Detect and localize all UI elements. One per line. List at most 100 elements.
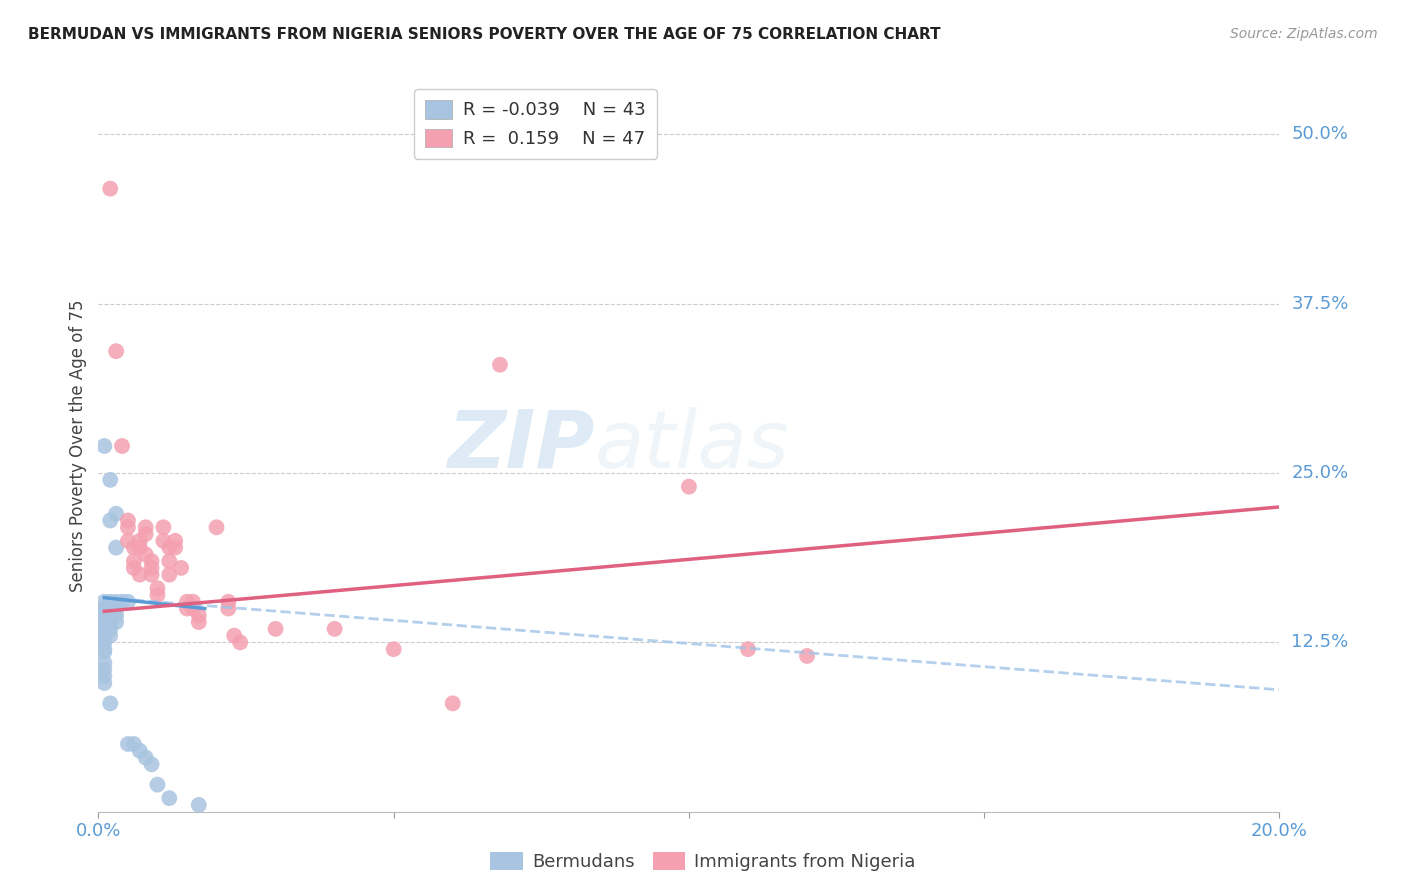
Point	[105, 344, 128, 359]
Legend: R = -0.039    N = 43, R =  0.159    N = 47: R = -0.039 N = 43, R = 0.159 N = 47	[415, 89, 657, 159]
Point	[105, 601, 128, 615]
Point	[105, 541, 128, 555]
Point	[93, 601, 115, 615]
Text: 25.0%: 25.0%	[1291, 464, 1348, 482]
Point	[181, 595, 204, 609]
Point	[135, 527, 157, 541]
Point	[93, 629, 115, 643]
Point	[93, 635, 115, 649]
Point	[264, 622, 287, 636]
Point	[122, 554, 145, 568]
Point	[135, 750, 157, 764]
Point	[157, 791, 180, 805]
Point	[737, 642, 759, 657]
Point	[93, 615, 115, 629]
Point	[93, 622, 115, 636]
Point	[93, 645, 115, 659]
Point	[176, 595, 198, 609]
Point	[122, 541, 145, 555]
Point	[323, 622, 346, 636]
Point	[157, 554, 180, 568]
Point	[141, 567, 163, 582]
Point	[98, 615, 121, 629]
Point	[146, 588, 169, 602]
Point	[146, 581, 169, 595]
Point	[187, 797, 209, 812]
Point	[93, 604, 115, 618]
Point	[141, 554, 163, 568]
Point	[93, 656, 115, 670]
Point	[122, 737, 145, 751]
Point	[111, 595, 134, 609]
Point	[98, 514, 121, 528]
Point	[205, 520, 228, 534]
Point	[157, 541, 180, 555]
Y-axis label: Seniors Poverty Over the Age of 75: Seniors Poverty Over the Age of 75	[69, 300, 87, 592]
Point	[176, 601, 198, 615]
Point	[489, 358, 512, 372]
Point	[105, 507, 128, 521]
Text: BERMUDAN VS IMMIGRANTS FROM NIGERIA SENIORS POVERTY OVER THE AGE OF 75 CORRELATI: BERMUDAN VS IMMIGRANTS FROM NIGERIA SENI…	[28, 27, 941, 42]
Point	[128, 744, 150, 758]
Point	[98, 608, 121, 623]
Point	[93, 676, 115, 690]
Text: 50.0%: 50.0%	[1291, 126, 1348, 144]
Text: atlas: atlas	[595, 407, 789, 485]
Point	[224, 629, 246, 643]
Text: Source: ZipAtlas.com: Source: ZipAtlas.com	[1230, 27, 1378, 41]
Point	[152, 520, 174, 534]
Point	[117, 595, 139, 609]
Point	[98, 622, 121, 636]
Point	[93, 608, 115, 623]
Point	[796, 648, 818, 663]
Point	[135, 520, 157, 534]
Point	[111, 439, 134, 453]
Point	[135, 547, 157, 561]
Point	[165, 533, 187, 548]
Point	[141, 757, 163, 772]
Text: ZIP: ZIP	[447, 407, 595, 485]
Point	[93, 642, 115, 657]
Point	[93, 595, 115, 609]
Point	[93, 617, 115, 632]
Point	[217, 595, 239, 609]
Point	[187, 615, 209, 629]
Point	[441, 697, 464, 711]
Point	[105, 615, 128, 629]
Point	[152, 533, 174, 548]
Point	[128, 541, 150, 555]
Point	[122, 561, 145, 575]
Point	[181, 601, 204, 615]
Point	[117, 533, 139, 548]
Point	[93, 632, 115, 646]
Point	[382, 642, 405, 657]
Point	[117, 514, 139, 528]
Point	[93, 611, 115, 625]
Point	[93, 669, 115, 683]
Point	[128, 533, 150, 548]
Point	[146, 778, 169, 792]
Point	[93, 663, 115, 677]
Point	[105, 595, 128, 609]
Point	[117, 737, 139, 751]
Point	[128, 567, 150, 582]
Point	[678, 480, 700, 494]
Point	[105, 608, 128, 623]
Point	[98, 629, 121, 643]
Point	[157, 567, 180, 582]
Point	[165, 541, 187, 555]
Text: 37.5%: 37.5%	[1291, 294, 1348, 313]
Legend: Bermudans, Immigrants from Nigeria: Bermudans, Immigrants from Nigeria	[484, 845, 922, 879]
Point	[187, 608, 209, 623]
Point	[229, 635, 252, 649]
Point	[98, 181, 121, 195]
Point	[170, 561, 193, 575]
Point	[98, 595, 121, 609]
Point	[217, 601, 239, 615]
Point	[98, 697, 121, 711]
Point	[141, 561, 163, 575]
Point	[117, 520, 139, 534]
Point	[93, 439, 115, 453]
Text: 12.5%: 12.5%	[1291, 633, 1348, 651]
Point	[98, 601, 121, 615]
